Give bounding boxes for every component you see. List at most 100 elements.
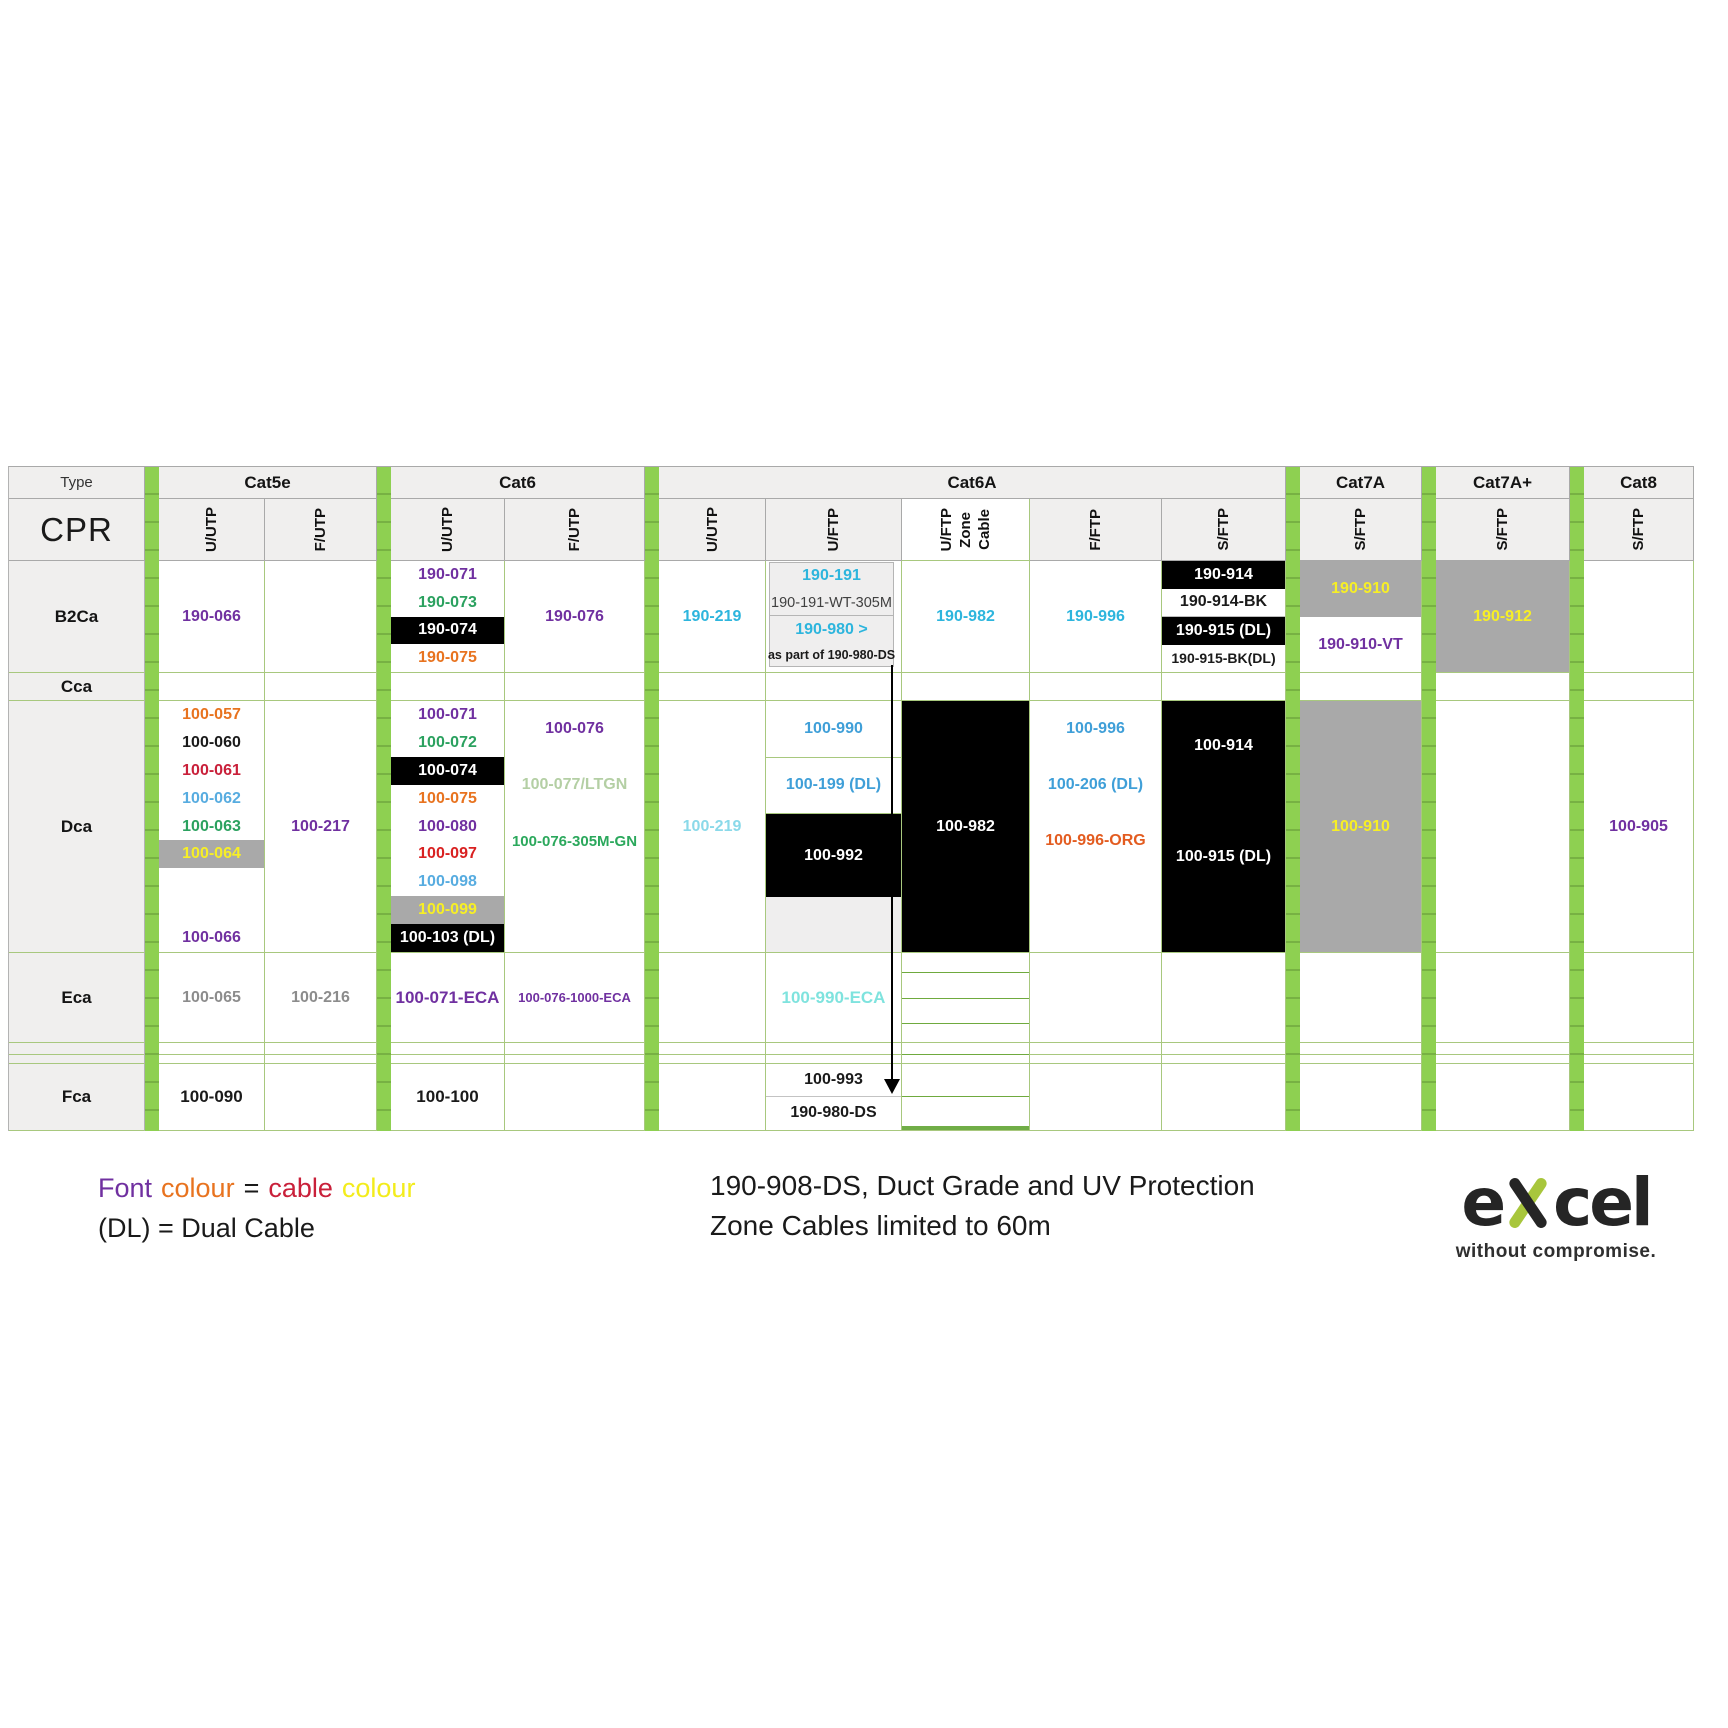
category-header-cat6: Cat6 [391, 467, 645, 499]
part-number: 100-103 (DL) [391, 924, 504, 953]
part-number: 190-982 [936, 607, 995, 625]
part-number: 100-996 [1066, 720, 1125, 737]
subheader-label: U/UTP [439, 507, 456, 552]
subheader-label: S/FTP [1215, 508, 1232, 551]
spacer-cell [766, 1043, 902, 1064]
separator-bar [145, 467, 159, 1131]
cell-b2ca-cat6a-uutp: 190-219 [659, 561, 766, 673]
category-header-cat5e: Cat5e [159, 467, 377, 499]
legend-word: Font [98, 1173, 153, 1203]
spacer-cell [1300, 1043, 1422, 1064]
spacer-cell [659, 1043, 766, 1064]
part-number: 100-057 [182, 705, 241, 723]
part-number: 190-914 [1162, 561, 1285, 589]
row-label-eca: Eca [9, 953, 145, 1043]
part-number: 100-098 [418, 873, 477, 891]
part-number: 100-910 [1331, 817, 1390, 835]
cell-fca-empty [1436, 1064, 1570, 1131]
subheader-cat6a-zone-cable: U/FTP Zone Cable [902, 499, 1030, 561]
legend-line-2: (DL) = Dual Cable [98, 1213, 315, 1243]
cell-fca-cat6a-uftp: 100-993 190-980-DS [766, 1064, 902, 1131]
cell-eca-empty [1300, 953, 1422, 1043]
spacer-cell [1162, 1043, 1286, 1064]
part-number: 190-980-DS [790, 1104, 877, 1122]
zone-subrow [902, 1024, 1029, 1042]
cell-eca-cat6-futp: 100-076-1000-ECA [505, 953, 645, 1043]
spacer-cell [159, 1043, 265, 1064]
cell-eca-cat6-uutp: 100-071-ECA [391, 953, 505, 1043]
part-number: 100-076-305M-GN [511, 832, 638, 850]
zone-subrow [902, 1097, 1029, 1130]
cell-dca-cat6a-zone: 100-982 [902, 701, 1030, 953]
cell-cca-empty [766, 673, 902, 701]
subheader-cat7a-sftp: S/FTP [1300, 499, 1422, 561]
part-number: 190-071 [418, 565, 477, 583]
part-number: 100-064 [159, 840, 264, 869]
zone-subrow [902, 1064, 1029, 1097]
cell-cca-empty [1300, 673, 1422, 701]
part-number: 190-076 [545, 607, 604, 625]
row-label-dca: Dca [9, 701, 145, 953]
cell-eca-cat5e-uutp: 100-065 [159, 953, 265, 1043]
spacer-cell [902, 1043, 1030, 1064]
part-number: 190-191 [802, 567, 861, 585]
part-number: 100-905 [1609, 817, 1668, 835]
cell-cca-empty [391, 673, 505, 701]
part-number: 100-075 [418, 789, 477, 807]
subheader-label: S/FTP [1630, 508, 1647, 551]
cpr-cable-matrix-table: Type Cat5e Cat6 Cat6A Cat7A Cat7A+ Cat8 … [8, 466, 1694, 1131]
part-number: 190-914-BK [1162, 589, 1285, 617]
cell-cca-empty [1162, 673, 1286, 701]
cell-dca-cat5e-futp: 100-217 [265, 701, 377, 953]
part-number: 190-915-BK(DL) [1171, 650, 1276, 667]
separator-bar [645, 467, 659, 1131]
legend-word: colour [161, 1173, 235, 1203]
spacer-cell [1436, 1043, 1570, 1064]
cell-fca-cat5e-uutp: 100-090 [159, 1064, 265, 1131]
part-number: 100-063 [182, 817, 241, 835]
part-number: 190-075 [418, 649, 477, 667]
cell-b2ca-cat6a-uftp: 190-191 190-191-WT-305M 190-980 > as par… [766, 561, 902, 673]
part-number: 100-072 [418, 733, 477, 751]
separator-bar [377, 467, 391, 1131]
part-number: 100-080 [418, 817, 477, 835]
cell-eca-cat5e-futp: 100-216 [265, 953, 377, 1043]
zone-subrow [902, 999, 1029, 1025]
cell-fca-cat6a-zone [902, 1064, 1030, 1131]
cell-eca-cat6a-zone [902, 953, 1030, 1043]
cell-eca-empty [659, 953, 766, 1043]
subheader-cat6-futp: F/UTP [505, 499, 645, 561]
part-number: 100-099 [391, 896, 504, 925]
cpr-header: CPR [9, 499, 145, 561]
part-number: 190-910-VT [1318, 636, 1403, 653]
subheader-cat8-sftp: S/FTP [1584, 499, 1694, 561]
cell-b2ca-cat6a-zone: 190-982 [902, 561, 1030, 673]
cell-eca-cat6a-uftp: 100-990-ECA [766, 953, 902, 1043]
subheader-label: U/FTP [825, 507, 842, 552]
legend-line-1: Font colour = cable colour [98, 1168, 424, 1208]
cell-eca-empty [1584, 953, 1694, 1043]
part-number: 100-076-1000-ECA [518, 990, 631, 1005]
cell-fca-empty [659, 1064, 766, 1131]
subheader-cat6a-fftp: F/FTP [1030, 499, 1162, 561]
excel-logo: e cel without compromise. [1426, 1168, 1686, 1263]
cell-fca-cat6-uutp: 100-100 [391, 1064, 505, 1131]
logo-letter-e: e [1461, 1164, 1506, 1241]
cell-dca-cat6a-sftp: 100-914 100-915 (DL) [1162, 701, 1286, 953]
part-number: 100-090 [180, 1087, 243, 1106]
cell-b2ca-cat7a-sftp: 190-910 190-910-VT [1300, 561, 1422, 673]
cell-fca-empty [1300, 1064, 1422, 1131]
spacer-line [9, 1043, 144, 1055]
legend-word: = [243, 1173, 260, 1203]
part-number: 100-076 [545, 720, 604, 737]
empty-line [159, 896, 264, 924]
row-label-fca: Fca [9, 1064, 145, 1131]
part-number: 190-915 (DL) [1162, 617, 1285, 645]
cell-b2ca-cat5e-uutp: 190-066 [159, 561, 265, 673]
part-number: 190-912 [1473, 607, 1532, 625]
subheader-label: U/FTP [938, 507, 955, 552]
part-number: 190-910 [1300, 561, 1421, 617]
subheader-cat7a-plus-sftp: S/FTP [1436, 499, 1570, 561]
subheader-cat6a-sftp: S/FTP [1162, 499, 1286, 561]
